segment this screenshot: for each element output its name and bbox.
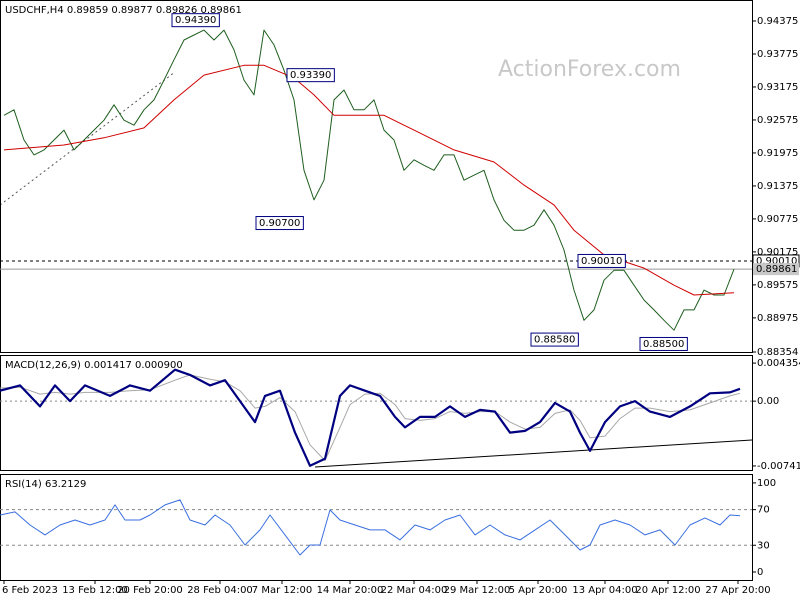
watermark: ActionForex.com bbox=[498, 57, 681, 82]
trend-line bbox=[0, 71, 176, 206]
x-tick-label: 29 Mar 12:00 bbox=[444, 585, 511, 596]
swing-label: 0.88500 bbox=[643, 339, 684, 350]
y-tick-label: 0 bbox=[757, 567, 763, 578]
y-tick-label: 0.93775 bbox=[757, 49, 798, 60]
x-tick-label: 20 Feb 20:00 bbox=[117, 585, 183, 596]
swing-label: 0.88580 bbox=[534, 335, 575, 346]
y-tick-label: 0.004354 bbox=[757, 358, 800, 369]
x-tick-label: 14 Mar 20:00 bbox=[317, 585, 384, 596]
trend-line bbox=[314, 439, 753, 468]
y-tick-label: 0.93175 bbox=[757, 82, 798, 93]
series-line bbox=[3, 29, 735, 331]
y-tick-label: 30 bbox=[757, 540, 770, 551]
price-level-label: 0.90010 bbox=[756, 256, 797, 267]
y-tick-label: 100 bbox=[757, 478, 776, 489]
x-tick-label: 20 Apr 12:00 bbox=[635, 585, 700, 596]
panel-frame bbox=[0, 474, 753, 581]
series-line bbox=[0, 499, 741, 556]
swing-label-box bbox=[171, 13, 220, 28]
y-tick-label: 0.89575 bbox=[757, 280, 798, 291]
x-tick-label: 5 Apr 20:00 bbox=[509, 585, 568, 596]
y-tick-label: 70 bbox=[757, 505, 770, 516]
panel-title: MACD(12,26,9) 0.001417 0.000900 bbox=[5, 360, 183, 371]
y-tick-label: 0.88354 bbox=[757, 347, 798, 358]
swing-label: 0.90700 bbox=[259, 218, 300, 229]
y-tick-label: 0.90175 bbox=[757, 247, 798, 258]
y-tick-label: 0.90775 bbox=[757, 214, 798, 225]
y-tick-label: 0.91375 bbox=[757, 181, 798, 192]
x-tick-label: 6 Feb 2023 bbox=[2, 585, 58, 596]
x-tick-label: 28 Feb 04:00 bbox=[187, 585, 253, 596]
y-tick-label: 0.91975 bbox=[757, 148, 798, 159]
swing-label-box bbox=[530, 332, 579, 347]
x-tick-label: 27 Apr 20:00 bbox=[705, 585, 770, 596]
swing-label-box bbox=[286, 68, 335, 83]
swing-label-box bbox=[255, 216, 304, 231]
x-tick-label: 13 Apr 04:00 bbox=[572, 585, 637, 596]
y-tick-label: 0.92575 bbox=[757, 115, 798, 126]
y-tick-label: 0.00 bbox=[757, 396, 779, 407]
x-tick-label: 13 Feb 12:00 bbox=[62, 585, 128, 596]
y-tick-label: -0.007417 bbox=[757, 461, 800, 472]
y-tick-label: 0.94375 bbox=[757, 16, 798, 27]
panel-title: RSI(14) 63.2129 bbox=[5, 479, 86, 490]
swing-label: 0.90010 bbox=[581, 256, 622, 267]
swing-label: 0.94390 bbox=[175, 15, 216, 26]
x-tick-label: 22 Mar 04:00 bbox=[381, 585, 448, 596]
x-tick-label: 7 Mar 12:00 bbox=[252, 585, 312, 596]
panel-title: USDCHF,H4 0.89859 0.89877 0.89826 0.8986… bbox=[5, 5, 242, 16]
panel-frame bbox=[0, 355, 753, 471]
swing-label-box bbox=[577, 253, 626, 268]
y-tick-label: 0.88975 bbox=[757, 313, 798, 324]
price-level-box bbox=[753, 263, 799, 276]
swing-label: 0.93390 bbox=[290, 70, 331, 81]
price-level-label: 0.89861 bbox=[756, 264, 797, 275]
swing-label-box bbox=[639, 336, 688, 351]
panel-frame bbox=[0, 0, 753, 353]
series-line bbox=[0, 368, 741, 467]
